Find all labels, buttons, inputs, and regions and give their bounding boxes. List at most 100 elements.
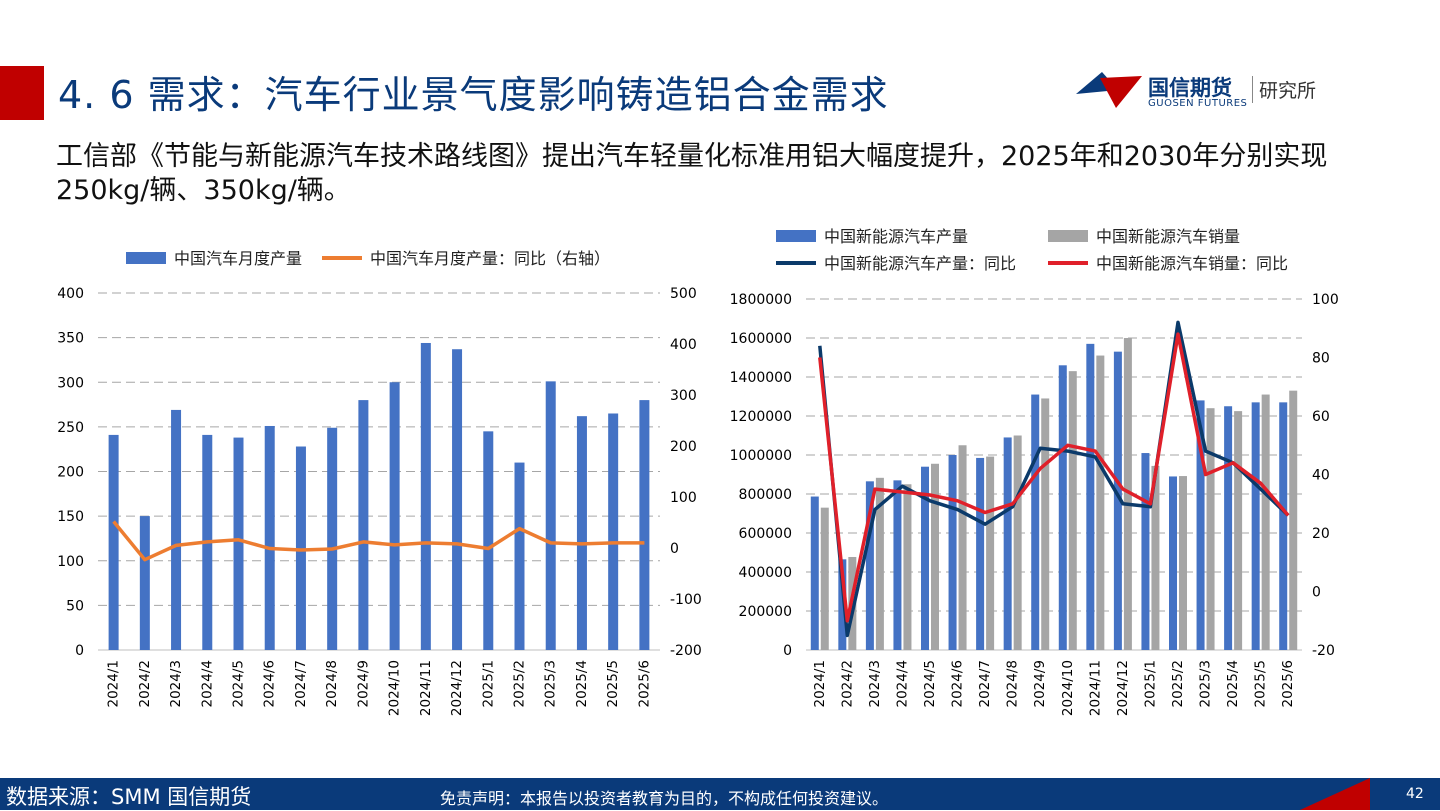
- y2-tick-label: -20: [1312, 643, 1335, 659]
- bar: [327, 427, 338, 650]
- bar: [820, 507, 829, 650]
- intro-text: 工信部《节能与新能源汽车技术路线图》提出汽车轻量化标准用铝大幅度提升，2025年…: [56, 141, 1328, 206]
- x-tick-label: 2025/6: [1280, 660, 1296, 708]
- legend-swatch: [776, 230, 816, 242]
- x-tick-label: 2024/5: [922, 660, 938, 708]
- bar: [264, 425, 275, 650]
- bar: [420, 342, 431, 650]
- bar: [358, 400, 369, 650]
- bar: [545, 381, 556, 650]
- y2-tick-label: 100: [1312, 292, 1339, 308]
- x-tick-label: 2024/10: [387, 660, 403, 716]
- x-tick-label: 2024/11: [418, 660, 434, 716]
- bar: [1031, 394, 1040, 650]
- x-tick-label: 2024/7: [977, 660, 993, 708]
- bar: [1058, 365, 1067, 650]
- bar: [1261, 394, 1270, 650]
- y2-tick-label: 400: [670, 337, 697, 353]
- x-tick-label: 2025/5: [1253, 660, 1269, 708]
- bar: [958, 445, 967, 650]
- bar: [1151, 465, 1160, 650]
- bar: [1224, 406, 1233, 650]
- y-tick-label: 1600000: [730, 331, 792, 347]
- y2-tick-label: 200: [670, 439, 697, 455]
- y2-tick-label: 300: [670, 388, 697, 404]
- bar: [921, 466, 929, 650]
- bar: [1041, 398, 1050, 650]
- bar: [1086, 343, 1095, 650]
- x-tick-label: 2024/4: [894, 660, 910, 708]
- y2-tick-label: 80: [1312, 351, 1330, 367]
- series-line: [818, 320, 1290, 638]
- bar: [931, 463, 939, 650]
- data-source: 数据来源：SMM 国信期货: [6, 785, 252, 809]
- bar: [1179, 476, 1187, 650]
- y-tick-label: 300: [57, 375, 84, 391]
- logo-en: GUOSEN FUTURES: [1148, 98, 1248, 109]
- footer: 数据来源：SMM 国信期货 免责声明：本报告以投资者教育为目的，不构成任何投资建…: [0, 778, 1440, 810]
- disclaimer: 免责声明：本报告以投资者教育为目的，不构成任何投资建议。: [440, 789, 889, 808]
- x-tick-label: 2025/5: [605, 660, 621, 708]
- x-tick-label: 2024/4: [199, 660, 215, 708]
- y2-tick-label: 0: [670, 541, 679, 557]
- x-tick-label: 2024/5: [231, 660, 247, 708]
- legend-label: 中国汽车月度产量：同比（右轴）: [370, 249, 610, 268]
- x-tick-label: 2025/1: [1142, 660, 1158, 708]
- x-tick-label: 2024/2: [137, 660, 153, 708]
- y2-tick-label: 20: [1312, 526, 1330, 542]
- bar: [810, 496, 819, 650]
- x-tick-label: 2024/3: [867, 660, 883, 708]
- y-tick-label: 600000: [739, 526, 792, 542]
- series-line: [112, 520, 645, 562]
- y-tick-label: 200: [57, 465, 84, 481]
- series-line: [818, 332, 1290, 623]
- y-tick-label: 200000: [739, 604, 792, 620]
- page-number: 42: [1406, 786, 1424, 802]
- bar: [1096, 355, 1105, 650]
- bar: [1234, 411, 1243, 650]
- bar: [389, 382, 400, 650]
- bar: [865, 481, 874, 650]
- x-tick-label: 2025/2: [1170, 660, 1186, 708]
- bar: [948, 455, 957, 650]
- bar: [838, 559, 847, 650]
- bar: [1206, 408, 1215, 650]
- page-title: 4. 6 需求：汽车行业景气度影响铸造铝合金需求: [58, 73, 889, 117]
- bar: [1123, 338, 1132, 650]
- bar: [1289, 390, 1298, 650]
- y2-tick-label: -200: [670, 643, 702, 659]
- bar: [233, 437, 244, 650]
- legend-swatch: [126, 252, 166, 264]
- x-tick-label: 2024/12: [1115, 660, 1131, 716]
- x-tick-label: 2025/6: [636, 660, 652, 708]
- y-tick-label: 100: [57, 554, 84, 570]
- y2-tick-label: 500: [670, 286, 697, 302]
- y-tick-label: 800000: [739, 487, 792, 503]
- y-tick-label: 350: [57, 331, 84, 347]
- bar: [1068, 371, 1077, 650]
- footer-accent-triangle: [1300, 778, 1370, 810]
- y2-tick-label: -100: [670, 592, 702, 608]
- y2-tick-label: 100: [670, 490, 697, 506]
- y-tick-label: 50: [66, 598, 84, 614]
- x-tick-label: 2025/4: [574, 660, 590, 708]
- bar: [986, 456, 995, 650]
- bar: [1113, 351, 1122, 650]
- x-tick-label: 2024/7: [293, 660, 309, 708]
- legend-label: 中国汽车月度产量: [174, 249, 302, 268]
- x-tick-label: 2025/4: [1225, 660, 1241, 708]
- bar: [639, 400, 650, 650]
- y-tick-label: 1200000: [730, 409, 792, 425]
- x-tick-label: 2025/2: [512, 660, 528, 708]
- bar: [108, 434, 119, 650]
- y-tick-label: 0: [783, 643, 792, 659]
- bar: [576, 416, 587, 650]
- bar: [875, 477, 884, 650]
- x-tick-label: 2024/8: [1005, 660, 1021, 708]
- x-tick-label: 2025/3: [543, 660, 559, 708]
- y-tick-label: 1400000: [730, 370, 792, 386]
- y-tick-label: 150: [57, 509, 84, 525]
- bar: [976, 457, 985, 650]
- bar: [1003, 437, 1012, 650]
- x-tick-label: 2024/6: [950, 660, 966, 708]
